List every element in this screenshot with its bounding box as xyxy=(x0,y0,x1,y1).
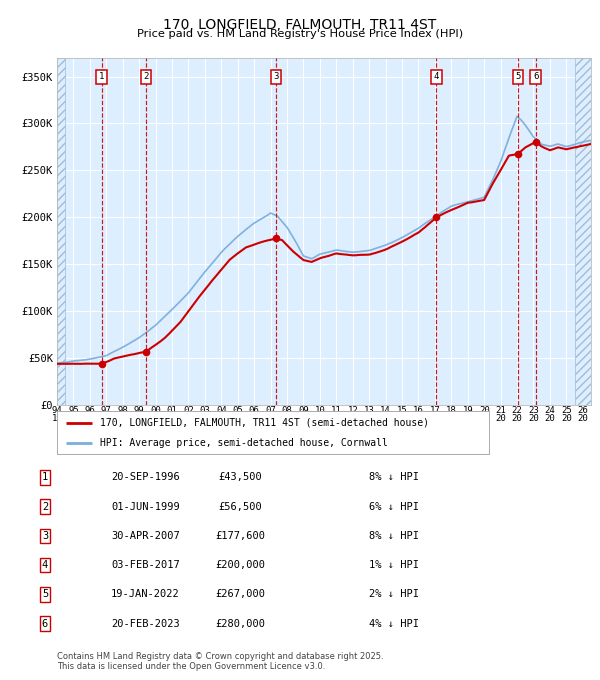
Text: 3: 3 xyxy=(274,72,279,81)
Text: 5: 5 xyxy=(515,72,521,81)
Bar xyxy=(57,58,65,405)
Text: 01-JUN-1999: 01-JUN-1999 xyxy=(111,502,180,511)
Text: 1: 1 xyxy=(99,72,104,81)
Text: £177,600: £177,600 xyxy=(215,531,265,541)
Text: 170, LONGFIELD, FALMOUTH, TR11 4ST: 170, LONGFIELD, FALMOUTH, TR11 4ST xyxy=(163,18,437,32)
Text: 2: 2 xyxy=(42,502,48,511)
Text: 2% ↓ HPI: 2% ↓ HPI xyxy=(369,590,419,599)
Text: 19-JAN-2022: 19-JAN-2022 xyxy=(111,590,180,599)
Text: £280,000: £280,000 xyxy=(215,619,265,628)
Text: 6: 6 xyxy=(42,619,48,628)
Text: HPI: Average price, semi-detached house, Cornwall: HPI: Average price, semi-detached house,… xyxy=(100,438,388,448)
Text: £56,500: £56,500 xyxy=(218,502,262,511)
Text: 6: 6 xyxy=(533,72,538,81)
Text: £43,500: £43,500 xyxy=(218,473,262,482)
Text: 6% ↓ HPI: 6% ↓ HPI xyxy=(369,502,419,511)
Text: 4% ↓ HPI: 4% ↓ HPI xyxy=(369,619,419,628)
Text: Contains HM Land Registry data © Crown copyright and database right 2025.
This d: Contains HM Land Registry data © Crown c… xyxy=(57,651,383,671)
Text: 4: 4 xyxy=(434,72,439,81)
Text: 3: 3 xyxy=(42,531,48,541)
Text: 03-FEB-2017: 03-FEB-2017 xyxy=(111,560,180,570)
Text: Price paid vs. HM Land Registry's House Price Index (HPI): Price paid vs. HM Land Registry's House … xyxy=(137,29,463,39)
Text: 4: 4 xyxy=(42,560,48,570)
Text: £200,000: £200,000 xyxy=(215,560,265,570)
Bar xyxy=(575,58,591,405)
Text: 20-SEP-1996: 20-SEP-1996 xyxy=(111,473,180,482)
Text: £267,000: £267,000 xyxy=(215,590,265,599)
Text: 20-FEB-2023: 20-FEB-2023 xyxy=(111,619,180,628)
Text: 170, LONGFIELD, FALMOUTH, TR11 4ST (semi-detached house): 170, LONGFIELD, FALMOUTH, TR11 4ST (semi… xyxy=(100,418,429,428)
Text: 5: 5 xyxy=(42,590,48,599)
Text: 2: 2 xyxy=(143,72,149,81)
Text: 1% ↓ HPI: 1% ↓ HPI xyxy=(369,560,419,570)
Text: 8% ↓ HPI: 8% ↓ HPI xyxy=(369,531,419,541)
Text: 30-APR-2007: 30-APR-2007 xyxy=(111,531,180,541)
Text: 8% ↓ HPI: 8% ↓ HPI xyxy=(369,473,419,482)
Text: 1: 1 xyxy=(42,473,48,482)
